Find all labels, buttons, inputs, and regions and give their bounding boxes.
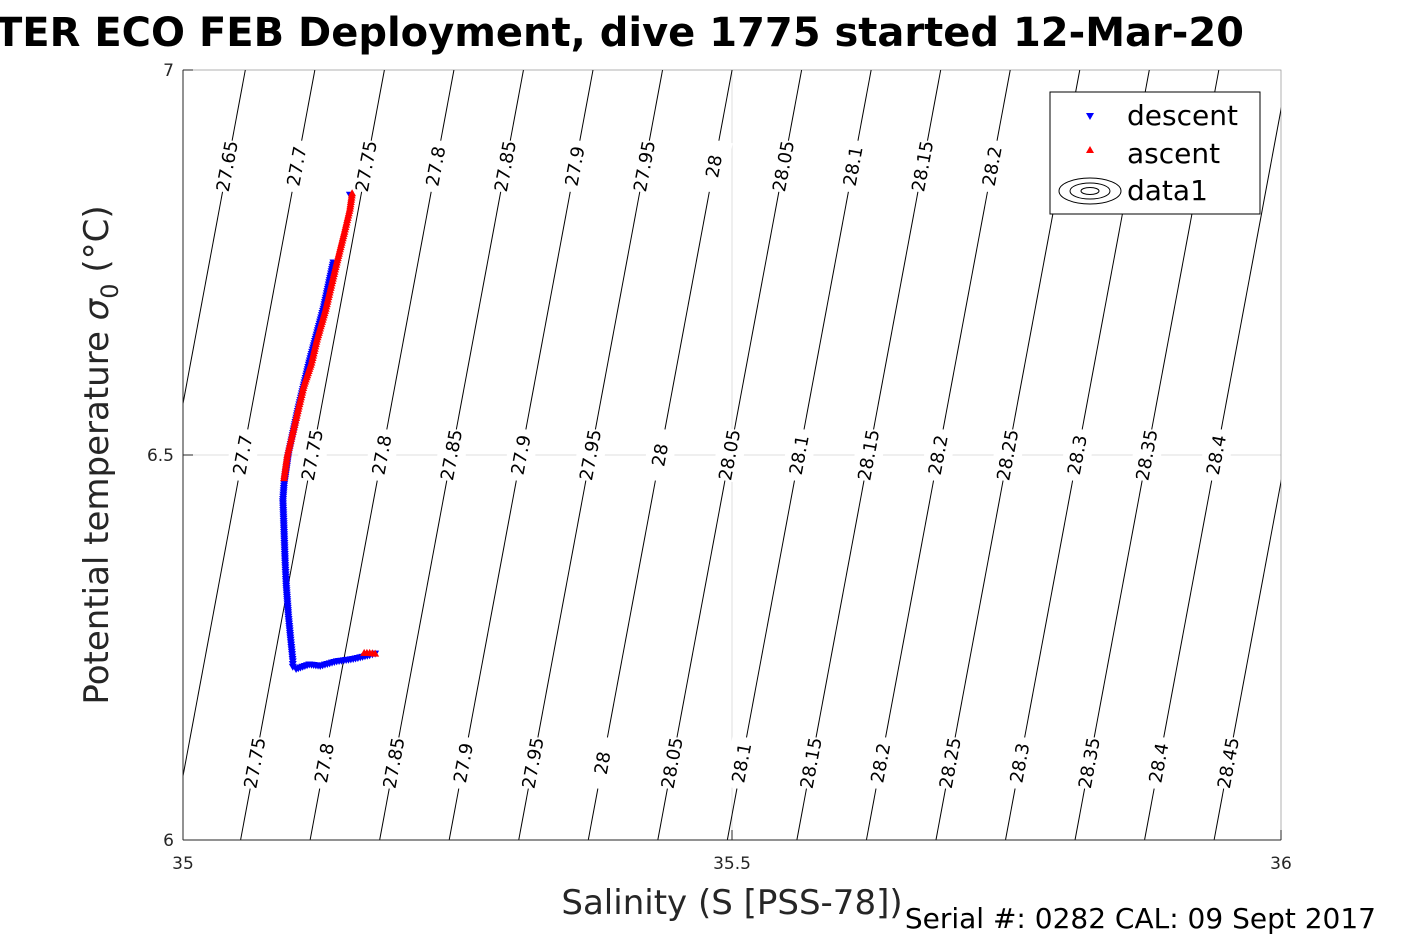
y-tick-label-2: 7: [163, 61, 174, 81]
contour-label-28-row2: 28: [591, 750, 616, 776]
x-tick-label-0: 35: [172, 854, 194, 874]
y-axis-label: Potential temperature σ0 (°C): [77, 205, 124, 704]
legend-data1-label: data1: [1127, 174, 1208, 207]
contour-label-bg: [711, 426, 749, 484]
legend-descent-marker: [1086, 113, 1094, 120]
contour-label-bg: [973, 138, 1011, 195]
contour-label-bg: [695, 138, 733, 195]
contour-line-28.45: [1213, 479, 1281, 840]
contour-label-bg: [834, 138, 872, 195]
contour-label-bg: [919, 426, 957, 484]
legend: descent ascent data1: [1049, 91, 1261, 215]
contour-label-bg: [723, 734, 761, 792]
contour-label-bg: [1070, 734, 1108, 792]
data-series: [278, 189, 380, 674]
contour-label-bg: [514, 734, 552, 792]
contour-label-28-row0: 28: [702, 153, 727, 179]
density-contour-labels: 27.65 27.727.727.7527.7527.7527.827.827.8…: [208, 138, 1248, 792]
contour-label-bg: [224, 426, 262, 484]
contour-label-28-row1: 28: [648, 442, 673, 468]
ascent-point-12: [280, 474, 289, 482]
y-axis-label-sigma: σ: [77, 297, 117, 320]
axis-ticks: 35 35.5 36 6 6.5 7: [147, 61, 1292, 874]
contour-label-bg: [780, 426, 818, 484]
y-tick-label-0: 6: [163, 831, 174, 851]
contour-label-bg: [556, 138, 594, 195]
chart-title: TER ECO FEB Deployment, dive 1775 starte…: [0, 10, 1244, 56]
contour-label-bg: [792, 734, 830, 792]
contour-label-bg: [904, 138, 942, 195]
contour-label-bg: [572, 426, 610, 484]
contour-label-bg: [1001, 734, 1039, 792]
legend-contour-icon: [1058, 177, 1122, 205]
contour-label-bg: [584, 734, 622, 792]
contour-label-bg: [653, 734, 691, 792]
contour-label-bg: [433, 426, 471, 484]
contour-label-bg: [375, 734, 413, 792]
contour-label-bg: [931, 734, 969, 792]
contour-label-bg: [278, 138, 316, 195]
legend-descent-label: descent: [1127, 99, 1238, 132]
contour-label-bg: [363, 426, 401, 484]
contour-line-28.5: [1284, 70, 1417, 840]
contour-label-bg: [765, 138, 803, 195]
x-axis-label: Salinity (S [PSS-78]): [561, 883, 902, 923]
contour-label-bg: [1209, 734, 1248, 792]
contour-label-bg: [1197, 426, 1236, 484]
contour-label-bg: [486, 138, 525, 195]
contour-label-bg: [305, 734, 344, 792]
contour-label-bg: [1140, 734, 1178, 792]
series-ascent: [280, 189, 380, 657]
contour-line-27.65: [183, 70, 246, 407]
x-tick-label-2: 36: [1270, 854, 1292, 874]
contour-label-bg: [1058, 426, 1096, 484]
contour-label-bg: [989, 426, 1027, 484]
contour-label-bg: [347, 138, 385, 195]
legend-ascent-marker: [1086, 146, 1094, 153]
contour-label-bg: [1128, 426, 1166, 484]
contour-label-bg: [417, 138, 455, 195]
contour-label-bg: [862, 734, 900, 792]
y-axis-label-main: Potential temperature: [77, 320, 117, 704]
contour-label-bg: [502, 426, 540, 484]
y-axis-label-unit: (°C): [77, 205, 117, 283]
y-tick-label-1: 6.5: [147, 446, 174, 466]
ascent-point-15: [371, 649, 380, 657]
contour-label-bg: [208, 138, 246, 195]
legend-ascent-label: ascent: [1127, 137, 1220, 170]
contour-label-bg: [293, 426, 332, 484]
contour-label-bg: [641, 426, 679, 484]
y-axis-label-subscript: 0: [96, 283, 124, 298]
serial-cal-footer: Serial #: 0282 CAL: 09 Sept 2017: [905, 902, 1376, 935]
contour-label-bg: [626, 138, 664, 195]
contour-label-bg: [850, 426, 888, 484]
contour-label-bg: [445, 734, 483, 792]
contour-label-bg: [236, 734, 274, 792]
x-tick-label-1: 35.5: [713, 854, 751, 874]
